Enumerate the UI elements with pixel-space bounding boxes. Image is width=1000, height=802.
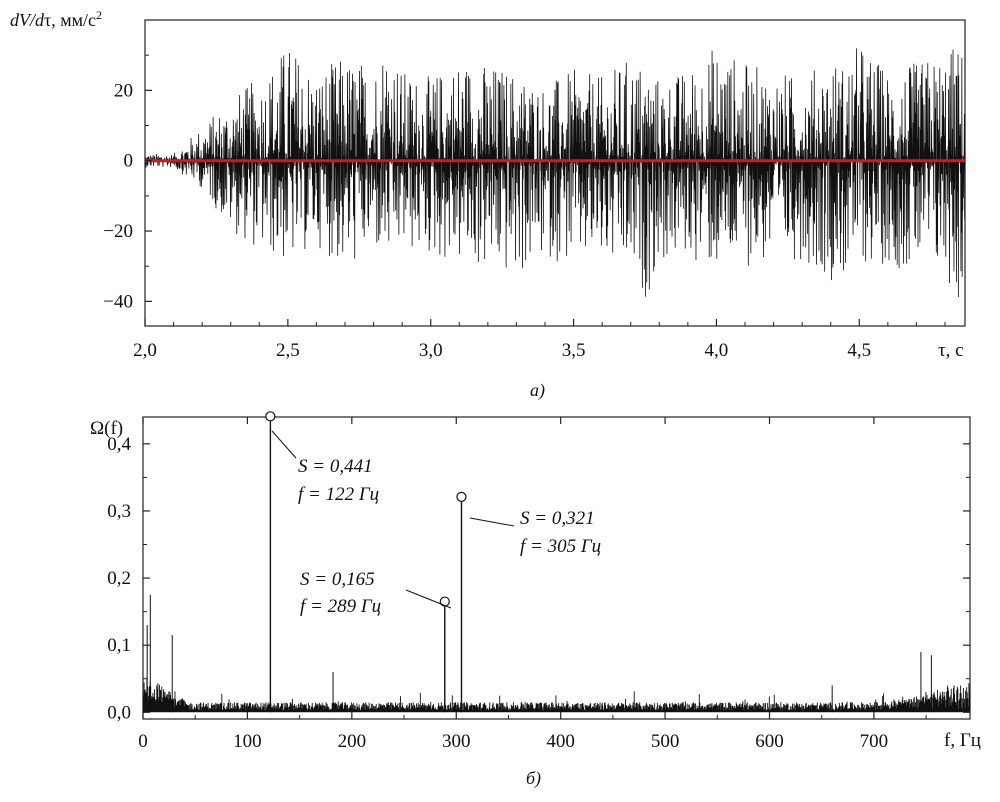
panel-a-x-axis: 2,0 2,5 3,0 3,5 4,0 4,5: [133, 319, 946, 361]
annotation-peak-289: S = 0,165 f = 289 Гц: [300, 569, 452, 617]
panel-b-y-axis: 0,0 0,1 0,2 0,3 0,4: [107, 434, 970, 723]
annotation-peak-305: S = 0,321 f = 305 Гц: [469, 508, 601, 557]
x-tick-label: 3,5: [562, 340, 586, 361]
y-tick-label: −40: [103, 291, 133, 312]
x-tick-label: 0: [138, 731, 148, 752]
panel-a-y-axis: 20 0 −20 −40: [103, 54, 152, 312]
x-tick-label: 4,5: [847, 340, 871, 361]
panel-b-spectrum: Ω(f) 0,0 0,1 0,2 0,3 0,4 0 100 200 300 400 500 600…: [90, 411, 981, 789]
panel-b-x-axis: 0 100 200 300 400 500 600 700: [138, 417, 927, 752]
annotation-s-305: S = 0,321: [520, 508, 595, 529]
x-tick-label: 700: [860, 731, 889, 752]
peak-marker-122: [265, 411, 276, 422]
leader-line-289: [405, 589, 452, 609]
x-tick-label: 200: [338, 731, 367, 752]
ylabel-part-exp: 2: [96, 8, 102, 22]
panel-b-noise: [142, 677, 971, 713]
panel-a-ylabel: dV/dτ, мм/с2: [10, 8, 102, 30]
x-tick-label: 300: [442, 731, 471, 752]
spectrum-noise: [142, 677, 971, 713]
peak-marker-305: [456, 491, 467, 502]
ylabel-part-slash: /: [29, 10, 37, 30]
panel-a-signal: [144, 48, 966, 297]
signal-line: [144, 48, 966, 297]
panel-b-xlabel: f, Гц: [944, 730, 981, 751]
panel-b-label: б): [526, 768, 541, 789]
annotation-peak-122: S = 0,441 f = 122 Гц: [271, 430, 379, 505]
leader-line-305: [469, 517, 515, 527]
panel-a-time-signal: dV/dτ, мм/с2 20 0 −20 −40 2,0 2,5 3,0 3,5 4,0 4,…: [10, 8, 966, 401]
peak-marker-289: [439, 596, 450, 607]
y-tick-label: 20: [114, 80, 133, 101]
panel-b-ylabel: Ω(f): [90, 418, 123, 439]
y-tick-label: 0: [124, 151, 134, 172]
annotation-s-289: S = 0,165: [300, 569, 375, 590]
y-tick-label: −20: [103, 221, 133, 242]
x-tick-label: 2,5: [276, 340, 300, 361]
annotation-f-122: f = 122 Гц: [298, 484, 379, 505]
panel-a-xlabel: τ, с: [938, 340, 964, 361]
panel-b-frame: [142, 416, 971, 720]
x-tick-label: 600: [755, 731, 784, 752]
x-tick-label: 500: [651, 731, 680, 752]
ylabel-part-d: d: [35, 10, 45, 30]
y-tick-label: 0,4: [107, 434, 131, 455]
annotation-s-122: S = 0,441: [298, 456, 373, 477]
y-tick-label: 0,2: [107, 568, 131, 589]
x-tick-label: 2,0: [133, 340, 157, 361]
panel-b-peaks: [146, 411, 932, 713]
y-tick-label: 0,0: [107, 702, 131, 723]
x-tick-label: 4,0: [705, 340, 729, 361]
x-tick-label: 100: [233, 731, 262, 752]
ylabel-part-dv: dV: [10, 10, 32, 30]
panel-a-label: а): [530, 380, 545, 401]
x-tick-label: 3,0: [419, 340, 443, 361]
annotation-f-305: f = 305 Гц: [520, 536, 601, 557]
y-tick-label: 0,1: [107, 635, 131, 656]
annotation-f-289: f = 289 Гц: [300, 596, 381, 617]
ylabel-part-unit: τ, мм/с: [44, 10, 96, 30]
y-tick-label: 0,3: [107, 501, 131, 522]
leader-line-122: [271, 430, 297, 459]
x-tick-label: 400: [546, 731, 575, 752]
